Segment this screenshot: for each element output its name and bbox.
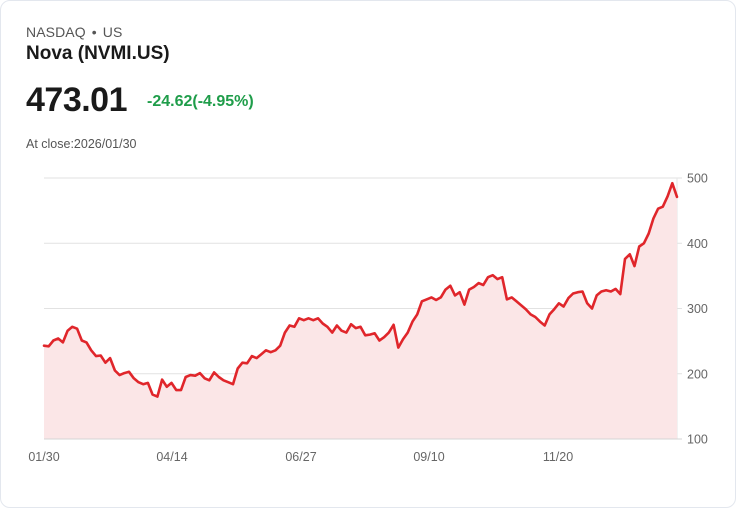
y-axis: 500 400 300 200 100: [687, 172, 708, 447]
x-axis: 01/30 04/14 06/27 09/10 11/20: [28, 450, 573, 464]
exchange-line: NASDAQ • US: [26, 24, 122, 40]
separator-dot: •: [91, 24, 97, 40]
current-price: 473.01: [26, 81, 128, 119]
close-date: At close:2026/01/30: [26, 137, 137, 151]
x-tick-label: 01/30: [28, 450, 59, 464]
y-tick-label: 300: [687, 302, 708, 316]
x-tick-label: 04/14: [156, 450, 187, 464]
market-label: US: [102, 24, 123, 40]
price-area: [44, 183, 677, 439]
y-tick-label: 400: [687, 237, 708, 251]
y-tick-label: 100: [687, 433, 708, 447]
x-tick-label: 11/20: [543, 450, 573, 464]
x-tick-label: 06/27: [285, 450, 316, 464]
y-tick-label: 500: [687, 172, 708, 186]
price-line: [42, 181, 679, 398]
stock-title: Nova (NVMI.US): [26, 43, 170, 64]
price-change: -24.62(-4.95%): [147, 93, 254, 110]
exchange-label: NASDAQ: [26, 24, 86, 40]
x-tick-label: 09/10: [413, 450, 444, 464]
y-tick-label: 200: [687, 367, 708, 381]
